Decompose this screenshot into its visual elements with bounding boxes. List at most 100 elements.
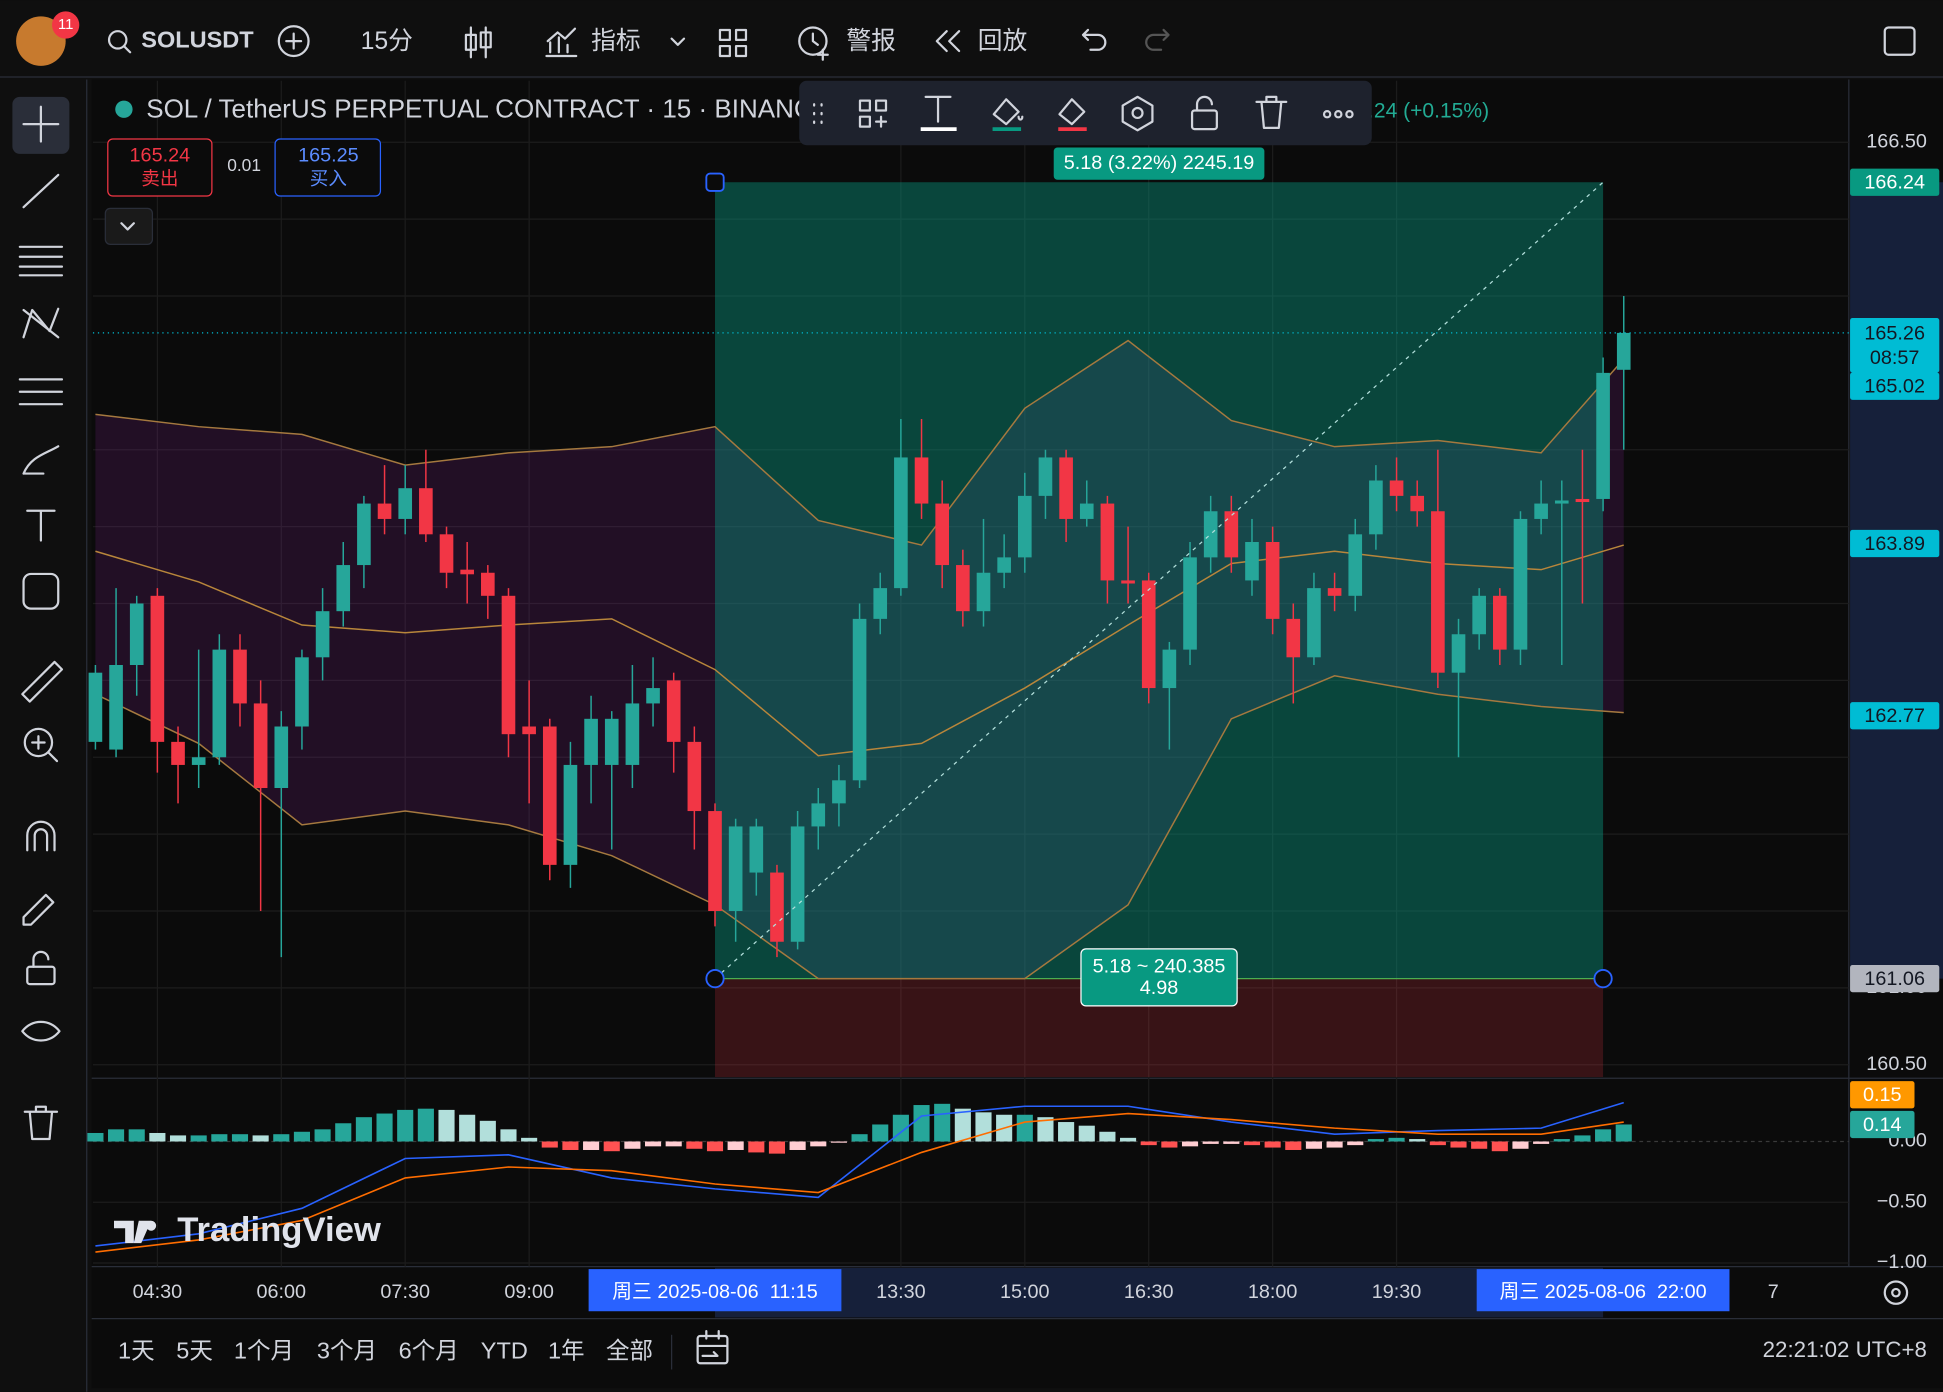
range-button[interactable]: 3个月	[317, 1337, 377, 1363]
sell-label: 卖出	[141, 168, 178, 189]
macd-tick-label: −0.50	[1877, 1190, 1927, 1212]
lock-icon[interactable]	[1190, 109, 1218, 131]
fill-icon[interactable]	[1058, 98, 1086, 126]
range-button[interactable]: 1天	[118, 1337, 155, 1363]
fill-icon[interactable]	[992, 98, 1024, 126]
chart-bg	[91, 79, 1943, 1389]
undo[interactable]	[1081, 28, 1107, 51]
macd-hist-bar	[1140, 1141, 1157, 1146]
range-button[interactable]: 1年	[548, 1337, 585, 1363]
range-button[interactable]: 1个月	[234, 1337, 294, 1363]
macd-hist-bar	[1615, 1124, 1632, 1142]
range-button[interactable]: YTD	[481, 1337, 528, 1363]
chevron[interactable]	[670, 37, 686, 46]
calendar-icon[interactable]	[696, 1334, 729, 1365]
macd-hist-bar	[1595, 1129, 1612, 1142]
alert-icon[interactable]	[798, 26, 828, 56]
candle-body	[1224, 511, 1239, 558]
handle[interactable]	[705, 172, 725, 192]
candle-body	[1554, 500, 1569, 504]
candle-body	[584, 718, 598, 765]
layout-icon[interactable]	[718, 28, 748, 58]
goto-date[interactable]	[696, 1329, 729, 1365]
macd-hist-bar	[335, 1123, 352, 1142]
pattern-tool[interactable]	[22, 307, 60, 339]
indicators-icon[interactable]	[545, 27, 578, 58]
price-range-highlight	[1850, 182, 1943, 979]
macd-hist-bar	[851, 1134, 868, 1142]
price-badge-label: 163.89	[1864, 533, 1925, 555]
macd-hist-bar	[190, 1135, 207, 1142]
macd-hist-bar	[459, 1114, 476, 1142]
text-color-icon[interactable]	[924, 95, 952, 123]
calendar-icon	[696, 1329, 729, 1357]
price-badge-label: 166.24	[1864, 172, 1925, 194]
candle-body	[852, 618, 867, 781]
forecast-tool[interactable]	[18, 378, 64, 406]
candle-body	[1100, 503, 1115, 581]
zoom-tool[interactable]	[23, 727, 54, 758]
candle-body	[1307, 588, 1321, 658]
text-tool[interactable]	[26, 509, 56, 542]
price-badge	[1850, 529, 1940, 558]
search-icon[interactable]	[107, 30, 128, 50]
macd-hist-bar	[87, 1132, 104, 1142]
template-icon[interactable]	[858, 99, 888, 128]
axis-settings[interactable]	[1883, 1280, 1909, 1305]
macd-badge-label: 0.15	[1863, 1084, 1902, 1106]
candle-body	[1431, 511, 1445, 673]
x-tick-label: 19:30	[1372, 1281, 1422, 1303]
candle-body	[708, 811, 722, 911]
replay-icon[interactable]	[935, 30, 961, 53]
fib-tool[interactable]	[18, 245, 64, 277]
lock-drawings[interactable]	[22, 893, 55, 926]
settings-icon	[1131, 106, 1144, 120]
macd-hist-bar	[872, 1124, 889, 1142]
position-tool[interactable]	[715, 182, 1604, 1078]
candle-body	[1534, 503, 1548, 519]
macd-hist-bar	[934, 1103, 951, 1142]
range-button[interactable]: 5天	[176, 1337, 213, 1363]
fullscreen[interactable]	[1883, 26, 1916, 56]
trend-line-tool[interactable]	[22, 173, 60, 209]
candle-body	[935, 503, 950, 566]
candle-body	[1038, 457, 1053, 496]
candle-body	[1286, 618, 1301, 658]
sell-price: 165.24	[130, 145, 191, 167]
range-button[interactable]: 全部	[606, 1337, 653, 1363]
macd-line	[95, 1112, 1624, 1253]
macd-hist-bar	[1491, 1141, 1508, 1152]
more-icon[interactable]	[1322, 110, 1332, 119]
magnet-tool[interactable]	[26, 820, 56, 852]
hide-tool[interactable]	[21, 1020, 61, 1042]
lock-tool[interactable]	[26, 965, 56, 986]
range-button[interactable]: 6个月	[399, 1337, 459, 1363]
collapse-button[interactable]	[104, 207, 154, 245]
brush-tool[interactable]	[22, 445, 60, 475]
crosshair-tool[interactable]	[22, 105, 60, 143]
emoji-tool[interactable]	[22, 572, 60, 610]
delete-icon[interactable]	[1255, 95, 1288, 129]
alert[interactable]: 警报	[846, 27, 896, 55]
indicators[interactable]: 指标	[591, 27, 641, 55]
macd-hist-bar	[521, 1137, 538, 1142]
buy-button[interactable]	[274, 138, 382, 197]
settings-gear[interactable]	[1883, 1280, 1909, 1305]
candle-body	[604, 718, 619, 765]
settings-icon[interactable]	[1121, 95, 1154, 132]
handle	[705, 969, 725, 989]
macd-hist-bar	[252, 1135, 269, 1142]
watermark-text: TradingView	[177, 1211, 382, 1249]
ruler-tool[interactable]	[21, 660, 64, 703]
replay[interactable]: 回放	[978, 27, 1028, 55]
symbol[interactable]: SOLUSDT	[141, 26, 254, 52]
macd-hist-bar	[1305, 1141, 1322, 1149]
trash-tool[interactable]	[23, 1105, 59, 1141]
candle-body	[398, 488, 413, 519]
sell-button[interactable]	[107, 138, 213, 197]
drag-handle[interactable]	[813, 103, 823, 125]
add-symbol[interactable]	[277, 25, 310, 58]
candle-body	[522, 726, 536, 735]
interval[interactable]: 15分	[361, 27, 413, 55]
redo[interactable]	[1145, 28, 1170, 51]
